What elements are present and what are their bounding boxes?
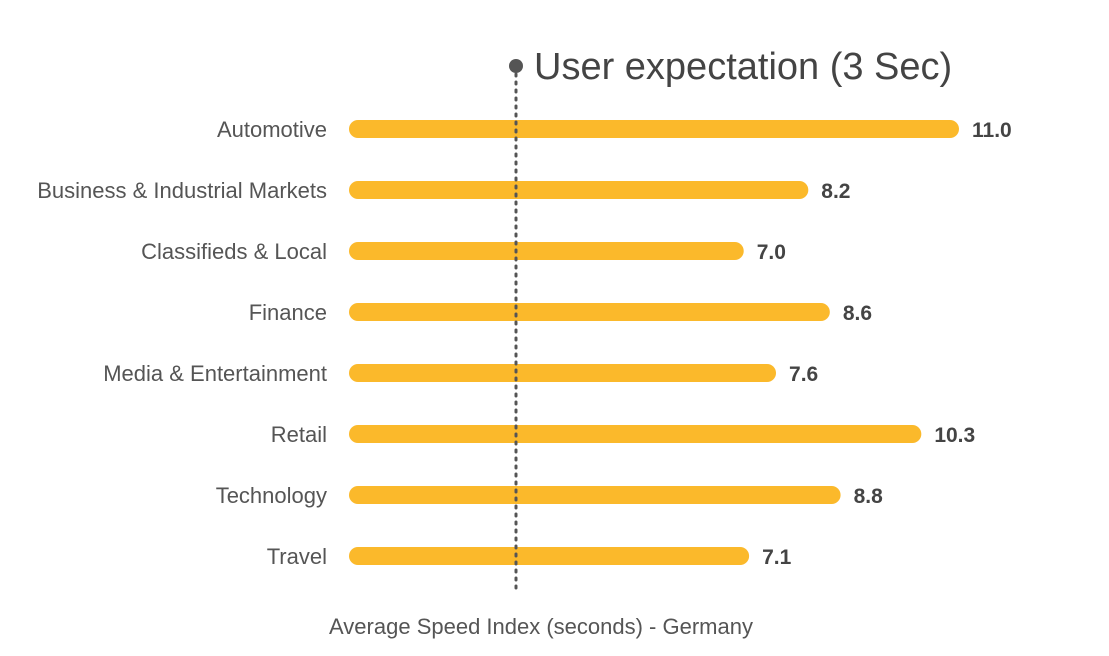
category-label-technology: Technology xyxy=(216,483,327,508)
x-axis-label: Average Speed Index (seconds) - Germany xyxy=(329,614,753,639)
value-label-retail: 10.3 xyxy=(934,424,975,447)
value-label-classifieds-local: 7.0 xyxy=(757,241,786,264)
category-label-finance: Finance xyxy=(249,300,327,325)
reference-label: User expectation (3 Sec) xyxy=(534,46,952,88)
value-label-finance: 8.6 xyxy=(843,302,872,325)
reference-line-group: User expectation (3 Sec) xyxy=(509,46,952,592)
category-label-retail: Retail xyxy=(271,422,327,447)
category-label-classifieds-local: Classifieds & Local xyxy=(141,239,327,264)
value-label-automotive: 11.0 xyxy=(972,119,1012,142)
category-label-automotive: Automotive xyxy=(217,117,327,142)
value-label-business-industrial-markets: 8.2 xyxy=(821,180,850,203)
category-label-business-industrial-markets: Business & Industrial Markets xyxy=(37,178,327,203)
reference-marker-dot xyxy=(509,59,523,73)
category-label-media-entertainment: Media & Entertainment xyxy=(103,361,327,386)
value-label-technology: 8.8 xyxy=(854,485,884,508)
value-label-media-entertainment: 7.6 xyxy=(789,363,818,386)
value-label-travel: 7.1 xyxy=(762,546,792,569)
bars-group: Automotive 11.0 Business & Industrial Mark… xyxy=(37,117,1012,569)
category-label-travel: Travel xyxy=(267,544,327,569)
